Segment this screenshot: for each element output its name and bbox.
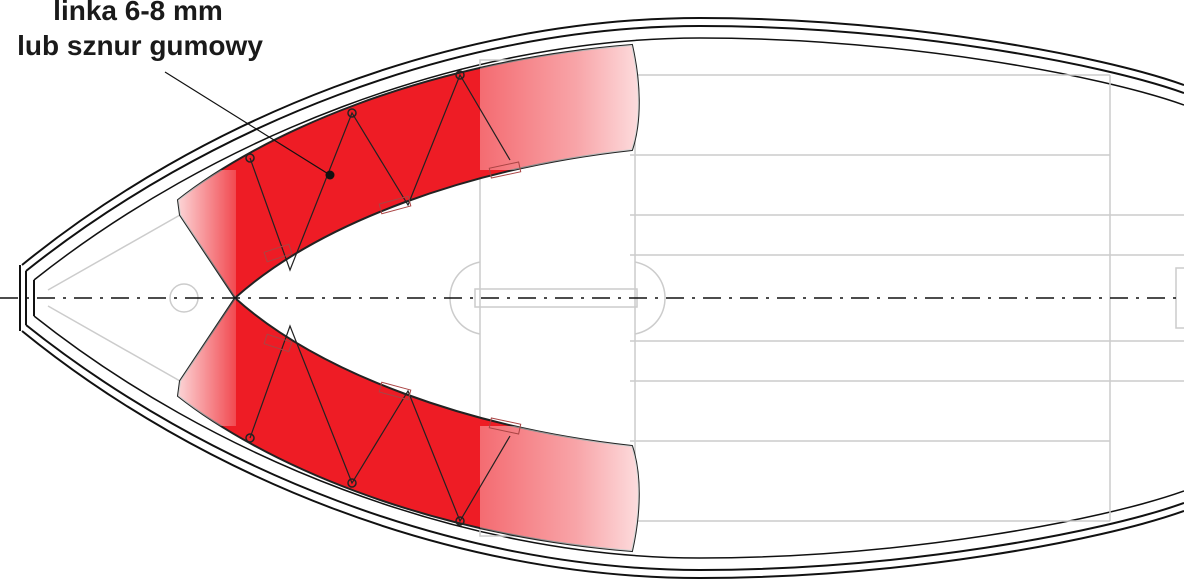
interior	[47, 59, 1184, 537]
label-line: lub sznur gumowy	[17, 30, 263, 61]
label-line: linka 6-8 mm	[53, 0, 223, 26]
hull	[19, 16, 1184, 580]
leader-line	[164, 71, 331, 176]
leader-dot	[325, 170, 335, 180]
